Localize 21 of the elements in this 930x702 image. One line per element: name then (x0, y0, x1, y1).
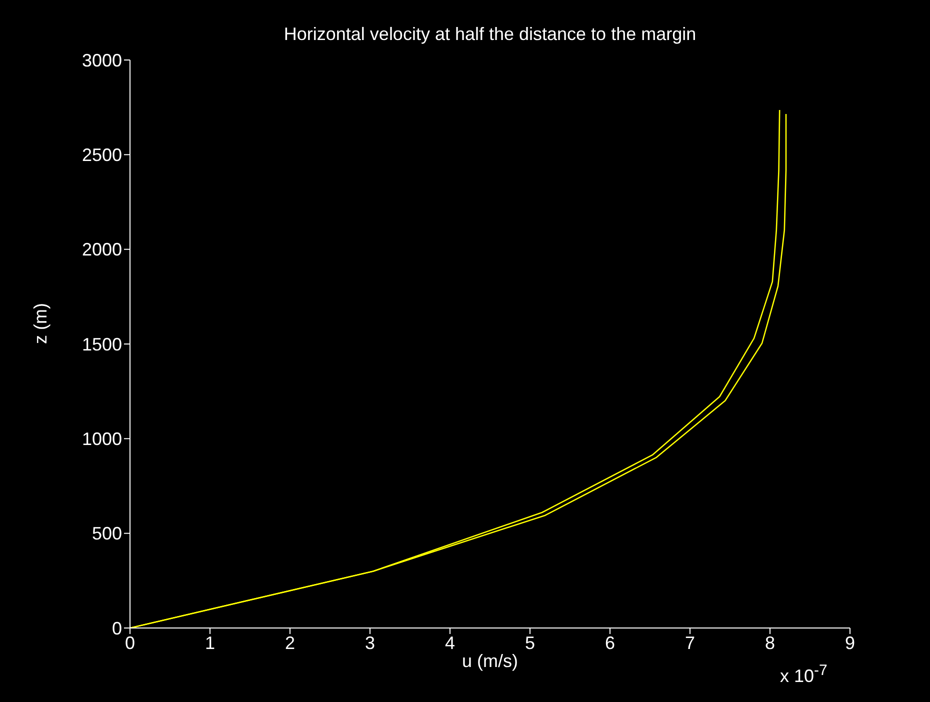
y-tick-label: 1500 (82, 334, 122, 354)
y-tick-label: 1000 (82, 429, 122, 450)
x-tick-label: 5 (524, 632, 536, 653)
y-tick-label: 0 (112, 618, 122, 638)
x-tick-label: 7 (684, 632, 696, 653)
x-tick-label: 1 (204, 632, 216, 653)
x-tick-label: 8 (764, 632, 776, 653)
y-axis-title: z (m) (30, 303, 50, 344)
chart-title: Horizontal velocity at half the distance to the margin (282, 24, 698, 45)
x-tick-label: 4 (444, 632, 456, 653)
text: x 10$^{-7}$ (780, 662, 828, 687)
x-tick-label: 2 (284, 632, 296, 653)
y-tick-label: 2500 (82, 145, 122, 166)
x-tick-label: 6 (604, 632, 616, 653)
x-tick-label: 9 (844, 632, 856, 653)
y-tick-label: 3000 (82, 50, 122, 70)
x-tick-label: 3 (364, 632, 376, 653)
y-tick-label: 2000 (82, 240, 122, 260)
y-tick-label: 500 (92, 524, 122, 544)
x-axis-title: u (m/s) (462, 650, 518, 671)
x-tick-label: 0 (124, 632, 136, 653)
